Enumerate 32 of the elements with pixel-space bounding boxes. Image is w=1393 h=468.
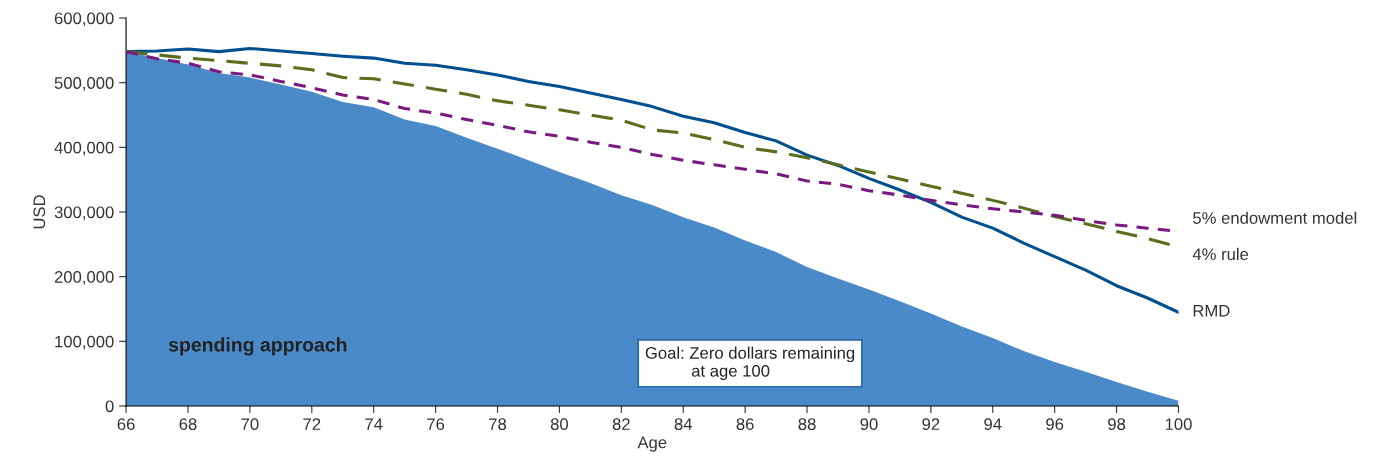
x-tick-label: 86 [736, 418, 754, 431]
x-tick-label: 100 [1165, 418, 1192, 431]
y-tick-label: 200,000 [54, 271, 114, 285]
x-tick-label: 96 [1046, 418, 1064, 431]
series-label: RMD [1193, 305, 1230, 317]
x-tick-label: 80 [550, 418, 569, 431]
x-tick-label: 66 [117, 418, 135, 431]
x-tick-label: 90 [860, 418, 878, 431]
y-tick-label: 400,000 [54, 141, 114, 156]
x-tick-label: 98 [1108, 418, 1126, 431]
y-axis-title: USD [33, 195, 46, 229]
series-label: spending approach [168, 337, 347, 356]
x-tick-label: 88 [798, 418, 816, 431]
series-label: 5% endowment model [1193, 211, 1357, 224]
y-tick-label: 500,000 [54, 77, 114, 91]
x-tick-label: 72 [303, 418, 321, 430]
x-tick-label: 70 [241, 418, 259, 431]
x-tick-label: 78 [489, 418, 507, 431]
x-tick-label: 84 [674, 418, 693, 431]
y-tick-label: 100,000 [55, 335, 114, 350]
x-tick-label: 76 [427, 418, 445, 431]
x-tick-label: 82 [612, 418, 630, 431]
y-tick-label: 600,000 [54, 12, 114, 27]
series-label: 4% rule [1192, 247, 1249, 261]
x-tick-label: 74 [365, 418, 383, 430]
annotation: Goal: Zero dollars remaining at age 100 [645, 346, 855, 381]
x-tick-label: 92 [922, 418, 940, 431]
x-tick-label: 94 [984, 418, 1002, 431]
y-tick-label: 300,000 [54, 206, 114, 221]
x-tick-label: 68 [179, 418, 197, 431]
y-tick-label: 0 [105, 400, 114, 413]
x-axis-title: Age [637, 436, 667, 452]
